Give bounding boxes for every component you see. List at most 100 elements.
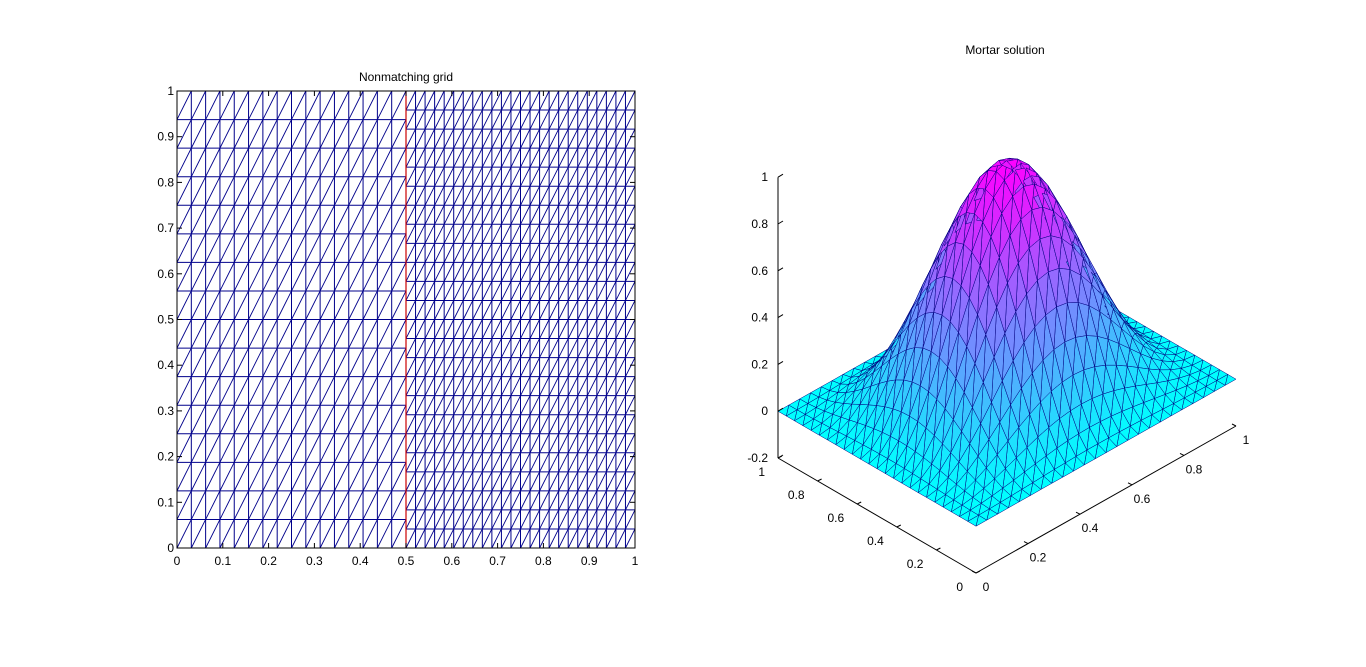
surface-facet: [934, 408, 946, 445]
mesh-diagonal: [434, 319, 445, 339]
surface-facet: [990, 213, 1003, 258]
mesh-diagonal: [577, 395, 588, 415]
surface-facet: [969, 265, 981, 316]
surface-mesh: [777, 157, 1237, 527]
surface-facet: [963, 213, 975, 253]
mesh-diagonal: [262, 233, 278, 263]
mesh-diagonal: [558, 281, 569, 301]
mesh-diagonal: [453, 471, 464, 492]
surface-facet: [1009, 218, 1022, 263]
mesh-diagonal: [362, 176, 378, 206]
mesh-diagonal: [567, 109, 579, 130]
surface-facet: [892, 379, 905, 413]
surface-facet: [799, 392, 811, 404]
mesh-diagonal: [615, 224, 626, 244]
mesh-diagonal: [577, 186, 588, 206]
mesh-diagonal: [596, 471, 607, 492]
mesh-diagonal: [205, 404, 221, 434]
mesh-diagonal: [205, 176, 221, 206]
mesh-diagonal: [567, 90, 579, 111]
surface-facet: [837, 419, 850, 437]
mesh-diagonal: [319, 290, 335, 320]
mesh-diagonal: [219, 433, 235, 463]
mesh-diagonal: [334, 233, 350, 263]
surface-facet: [968, 176, 980, 195]
mesh-diagonal: [596, 414, 607, 434]
mesh-diagonal: [625, 509, 636, 530]
surface-facet: [794, 413, 806, 426]
mesh-diagonal: [481, 243, 493, 263]
surface-facet: [796, 402, 809, 415]
mesh-diagonal: [405, 357, 416, 377]
mesh-diagonal: [424, 414, 436, 434]
mesh-diagonal: [539, 243, 550, 263]
surface-facet: [884, 462, 897, 479]
mesh-diagonal: [319, 347, 335, 377]
mesh-diagonal: [348, 319, 364, 349]
surface-facet: [1064, 220, 1076, 248]
mesh-diagonal: [453, 509, 464, 530]
mesh-diagonal: [305, 90, 321, 120]
mesh-diagonal: [462, 243, 474, 263]
surface-facet: [1021, 482, 1034, 497]
mesh-diagonal: [248, 262, 264, 292]
mesh-diagonal: [334, 319, 350, 349]
mesh-diagonal: [319, 519, 335, 549]
mesh-diagonal: [219, 347, 235, 377]
mesh-diagonal: [276, 376, 292, 406]
mesh-diagonal: [510, 509, 521, 530]
mesh-diagonal: [501, 243, 512, 263]
mesh-diagonal: [605, 452, 617, 473]
mesh-diagonal: [176, 519, 192, 549]
surface-facet: [928, 469, 941, 490]
surface-facet: [1121, 406, 1134, 427]
mesh-diagonal: [539, 376, 550, 396]
surface-facet: [903, 347, 915, 383]
mesh-diagonal: [190, 319, 207, 349]
mesh-diagonal: [615, 528, 626, 549]
surface-facet: [969, 502, 982, 516]
surface-facet: [1056, 302, 1068, 343]
mesh-diagonal: [415, 357, 426, 377]
mesh-diagonal: [276, 519, 292, 549]
surface-facet: [857, 404, 869, 426]
surface-facet: [859, 367, 871, 377]
mesh-diagonal: [424, 166, 436, 187]
mesh-diagonal: [491, 471, 502, 492]
surface-facet: [1034, 314, 1046, 361]
mesh-diagonal: [262, 404, 278, 434]
surface-facet: [1075, 449, 1088, 466]
mesh-diagonal: [291, 290, 307, 320]
x-tick-label: 1: [1243, 433, 1250, 447]
mesh-diagonal: [276, 233, 292, 263]
mesh-diagonal: [558, 205, 569, 225]
surface-facet: [942, 499, 955, 513]
mesh-diagonal: [362, 262, 378, 292]
z-tick-label: 0.8: [751, 217, 768, 231]
mesh-diagonal: [453, 433, 464, 453]
mesh-diagonal: [548, 338, 560, 358]
surface-facet: [1145, 382, 1158, 400]
surface-facet: [1031, 206, 1043, 239]
mesh-diagonal: [586, 357, 598, 377]
mesh-diagonal: [529, 166, 540, 187]
mesh-diagonal: [291, 490, 307, 520]
mesh-diagonal: [510, 452, 521, 473]
mesh-diagonal: [376, 233, 393, 263]
surface-facet: [966, 455, 979, 481]
mesh-diagonal: [190, 519, 207, 549]
surface-facet: [1039, 176, 1051, 196]
surface-facet: [976, 170, 989, 190]
surface-facet: [945, 483, 957, 501]
y-tick-mark: [817, 478, 822, 482]
surface-facet: [952, 206, 964, 225]
mesh-diagonal: [586, 128, 598, 149]
mesh-diagonal: [291, 319, 307, 349]
surface-facet: [1005, 457, 1017, 481]
mesh-diagonal: [548, 147, 560, 168]
mesh-diagonal: [539, 90, 550, 111]
mesh-diagonal: [481, 319, 493, 339]
y-tick-label: 0.6: [157, 267, 174, 281]
surface-facet: [960, 251, 973, 299]
surface-facet: [1099, 311, 1111, 340]
